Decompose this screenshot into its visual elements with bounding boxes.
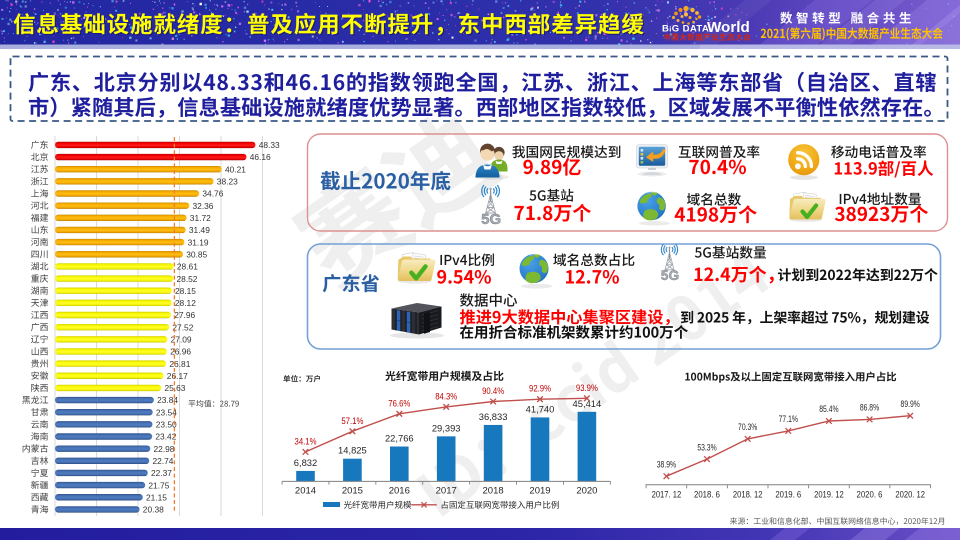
svg-text:31.49: 31.49 bbox=[189, 225, 210, 235]
svg-text:27.09: 27.09 bbox=[171, 335, 192, 345]
svg-text:34.76: 34.76 bbox=[202, 189, 223, 199]
svg-text:41,740: 41,740 bbox=[526, 403, 555, 414]
svg-text:21.75: 21.75 bbox=[148, 480, 169, 490]
svg-text:45,414: 45,414 bbox=[573, 398, 602, 409]
svg-text:85.4%: 85.4% bbox=[819, 404, 838, 414]
svg-text:25.63: 25.63 bbox=[165, 383, 186, 393]
svg-text:31.19: 31.19 bbox=[188, 237, 209, 247]
svg-text:28.12: 28.12 bbox=[175, 298, 196, 308]
svg-text:2014: 2014 bbox=[295, 486, 316, 497]
svg-text:77.1%: 77.1% bbox=[779, 414, 798, 424]
svg-text:70.3%: 70.3% bbox=[738, 422, 757, 432]
svg-text:29,393: 29,393 bbox=[432, 422, 461, 433]
svg-text:5G: 5G bbox=[481, 211, 501, 228]
svg-text:2020. 12: 2020. 12 bbox=[895, 490, 925, 500]
svg-text:31.72: 31.72 bbox=[190, 213, 211, 223]
svg-text:90.4%: 90.4% bbox=[482, 386, 504, 396]
svg-text:48.33: 48.33 bbox=[259, 140, 280, 150]
svg-text:21.15: 21.15 bbox=[146, 492, 167, 502]
svg-text:23.50: 23.50 bbox=[156, 420, 177, 430]
svg-text:2020. 6: 2020. 6 bbox=[857, 490, 883, 500]
svg-text:57.1%: 57.1% bbox=[341, 416, 363, 426]
svg-text:2015: 2015 bbox=[342, 486, 363, 497]
svg-text:23.54: 23.54 bbox=[156, 407, 177, 417]
svg-text:23.84: 23.84 bbox=[157, 395, 178, 405]
svg-text:22.74: 22.74 bbox=[153, 456, 174, 466]
svg-text:89.9%: 89.9% bbox=[901, 399, 920, 409]
svg-text:2017. 12: 2017. 12 bbox=[652, 490, 682, 500]
svg-text:28.61: 28.61 bbox=[177, 262, 198, 272]
svg-text:28.52: 28.52 bbox=[177, 274, 198, 284]
svg-text:2017: 2017 bbox=[436, 486, 457, 497]
svg-text:26.17: 26.17 bbox=[167, 371, 188, 381]
svg-text:26.96: 26.96 bbox=[170, 347, 191, 357]
svg-text:2020: 2020 bbox=[576, 486, 597, 497]
svg-text:30.85: 30.85 bbox=[186, 249, 207, 259]
svg-text:22.98: 22.98 bbox=[154, 444, 175, 454]
svg-text:2016: 2016 bbox=[389, 486, 410, 497]
svg-text:14,825: 14,825 bbox=[338, 445, 367, 456]
svg-text:46.16: 46.16 bbox=[250, 152, 271, 162]
svg-text:38.9%: 38.9% bbox=[657, 459, 676, 469]
svg-text:28.15: 28.15 bbox=[175, 286, 196, 296]
svg-text:40.21: 40.21 bbox=[225, 164, 246, 174]
svg-text:23.42: 23.42 bbox=[155, 432, 176, 442]
svg-text:86.8%: 86.8% bbox=[860, 403, 879, 413]
svg-text:36,833: 36,833 bbox=[479, 411, 508, 422]
svg-text:5G: 5G bbox=[661, 268, 679, 283]
svg-text:27.52: 27.52 bbox=[172, 322, 193, 332]
svg-text:27.96: 27.96 bbox=[174, 310, 195, 320]
svg-text:BiG DATA: BiG DATA bbox=[662, 24, 709, 35]
svg-text:2018. 12: 2018. 12 bbox=[733, 490, 763, 500]
svg-text:32.36: 32.36 bbox=[193, 201, 214, 211]
svg-text:2019. 6: 2019. 6 bbox=[775, 490, 801, 500]
svg-text:38.23: 38.23 bbox=[217, 177, 238, 187]
svg-text:84.3%: 84.3% bbox=[435, 391, 457, 401]
svg-text:22.37: 22.37 bbox=[151, 468, 172, 478]
svg-text:6,832: 6,832 bbox=[294, 457, 317, 468]
svg-text:92.9%: 92.9% bbox=[529, 384, 551, 394]
svg-text:World: World bbox=[707, 19, 750, 36]
svg-text:22,766: 22,766 bbox=[385, 433, 414, 444]
svg-text:26.81: 26.81 bbox=[169, 359, 190, 369]
svg-text:20.38: 20.38 bbox=[143, 505, 164, 515]
svg-text:2018. 6: 2018. 6 bbox=[694, 490, 720, 500]
svg-text:34.1%: 34.1% bbox=[295, 436, 317, 446]
svg-text:2019: 2019 bbox=[529, 486, 550, 497]
svg-text:76.6%: 76.6% bbox=[388, 398, 410, 408]
svg-text:2018: 2018 bbox=[483, 486, 504, 497]
svg-text:53.3%: 53.3% bbox=[697, 442, 716, 452]
svg-text:93.9%: 93.9% bbox=[576, 383, 598, 393]
svg-text:2019. 12: 2019. 12 bbox=[814, 490, 844, 500]
